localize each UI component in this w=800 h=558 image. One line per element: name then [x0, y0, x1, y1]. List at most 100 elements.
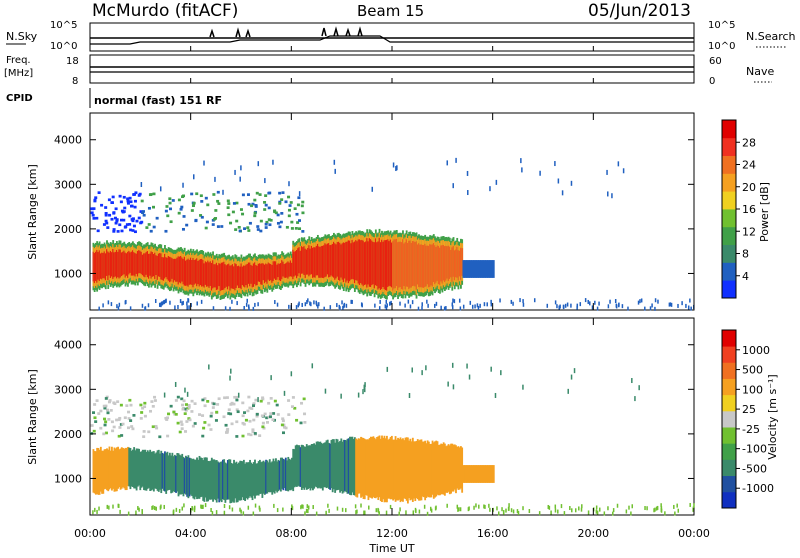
upper-echo [193, 402, 197, 405]
sparse-echo [606, 169, 608, 175]
noise-speckle [119, 509, 121, 514]
upper-echo [268, 223, 272, 227]
upper-echo [200, 200, 204, 203]
echo-band-core [426, 245, 429, 285]
upper-echo [149, 409, 153, 413]
echo-band-core [294, 251, 297, 276]
echo-band [97, 448, 100, 495]
echo-band [324, 442, 327, 488]
upper-echo [112, 211, 116, 215]
upper-echo [248, 406, 252, 410]
sparse-echo [634, 396, 636, 402]
echo-band-core [178, 256, 181, 283]
upper-echo [261, 421, 265, 425]
echo-band [250, 462, 253, 498]
noise-speckle [384, 304, 387, 309]
echo-band-core [309, 248, 312, 275]
echo-band-core [398, 241, 401, 288]
upper-echo [255, 412, 259, 416]
echo-band-core [266, 264, 269, 284]
echo-band [133, 447, 136, 489]
echo-tail [462, 260, 465, 278]
echo-band [458, 447, 461, 490]
echo-band-core [410, 242, 413, 288]
upper-echo [287, 413, 291, 416]
echo-band-core [405, 239, 408, 287]
echo-band-core [101, 252, 103, 280]
upper-echo [140, 199, 144, 203]
echo-band-core [160, 253, 163, 280]
sparse-echo [495, 179, 498, 185]
noise-speckle [137, 506, 139, 511]
noise-speckle [318, 302, 320, 307]
upper-echo [168, 197, 172, 201]
echo-band-core [371, 240, 374, 286]
upper-echo [128, 222, 132, 226]
echo-band [350, 436, 353, 496]
upper-echo [226, 199, 230, 203]
echo-band [151, 451, 154, 490]
echo-band [175, 455, 177, 493]
upper-echo [96, 229, 100, 233]
noise-speckle [690, 306, 692, 311]
noise-speckle [182, 300, 184, 305]
sparse-echo [239, 176, 241, 182]
echo-band-core [441, 245, 444, 284]
upper-echo [265, 421, 269, 424]
noise-speckle [258, 505, 261, 510]
echo-band-core [279, 263, 282, 282]
echo-band [106, 448, 108, 491]
echo-band-core [141, 254, 144, 276]
noise-speckle [108, 505, 110, 510]
upper-echo [295, 212, 299, 216]
echo-band [254, 459, 256, 499]
echo-band-core [344, 242, 346, 279]
echo-band-core [97, 252, 100, 280]
echo-band [304, 446, 307, 488]
noise-speckle [484, 504, 486, 509]
echo-band-core [434, 245, 436, 285]
echo-band [186, 456, 189, 497]
noise-speckle [640, 298, 643, 303]
echo-band [443, 443, 446, 496]
echo-band [367, 439, 370, 501]
noise-speckle [243, 305, 245, 310]
upper-echo [236, 410, 240, 414]
noise-speckle [210, 508, 212, 513]
ytick-label: 3000 [54, 178, 82, 191]
echo-band [392, 439, 395, 501]
upper-echo [151, 425, 155, 429]
noise-speckle [418, 509, 421, 514]
echo-band [229, 459, 232, 504]
echo-band-core [238, 265, 240, 289]
upper-echo [250, 407, 254, 410]
echo-band-core [93, 253, 96, 284]
upper-echo [127, 410, 131, 414]
echo-band [398, 438, 401, 500]
upper-echo [104, 404, 108, 408]
echo-band-core [460, 247, 462, 280]
upper-echo [235, 395, 239, 399]
echo-band [427, 441, 430, 498]
freq-unit: [MHz] [4, 68, 33, 79]
upper-echo [133, 230, 137, 234]
echo-band [209, 460, 212, 500]
echo-band-core [341, 243, 344, 280]
echo-band-core [189, 257, 192, 285]
noise-speckle [554, 508, 557, 513]
upper-echo [117, 418, 121, 422]
upper-echo [103, 406, 107, 410]
echo-band [258, 459, 261, 494]
echo-band-core [313, 247, 316, 278]
noise-speckle [328, 508, 330, 513]
upper-echo [90, 424, 94, 427]
echo-band-core [149, 253, 152, 276]
sparse-echo [298, 191, 301, 197]
noise-speckle [248, 304, 250, 309]
echo-band-core [212, 260, 214, 289]
echo-band-core [120, 252, 123, 277]
colorbar-swatch [722, 173, 736, 192]
upper-echo [275, 403, 279, 407]
upper-echo [229, 403, 233, 406]
